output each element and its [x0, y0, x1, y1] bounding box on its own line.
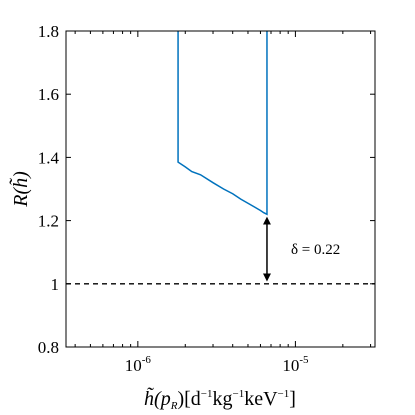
y-tick-label: 1.2 [38, 212, 59, 231]
y-tick-label: 0.8 [38, 338, 59, 357]
y-tick-label: 1.6 [38, 85, 59, 104]
x-axis-label: h̃(pR)[d−1kg−1keV−1] [144, 386, 296, 412]
y-tick-label: 1.4 [38, 148, 60, 167]
x-tick-label: 10-5 [282, 354, 309, 375]
x-ticks: 10-6 10-5 [74, 31, 372, 375]
annotation-group: δ = 0.22 [262, 216, 340, 282]
x-tick-label: 10-6 [125, 354, 152, 375]
y-axis-label: R(h̃) [8, 171, 32, 208]
delta-annotation: δ = 0.22 [291, 242, 340, 258]
series-line-0 [177, 31, 268, 216]
y-tick-label: 1 [51, 275, 60, 294]
y-ticks: 0.8 1 1.2 1.4 1.6 1.8 [38, 22, 375, 357]
y-tick-label: 1.8 [38, 22, 59, 41]
axes-box [65, 30, 376, 348]
series-group [177, 31, 268, 216]
plot-area [66, 31, 375, 347]
